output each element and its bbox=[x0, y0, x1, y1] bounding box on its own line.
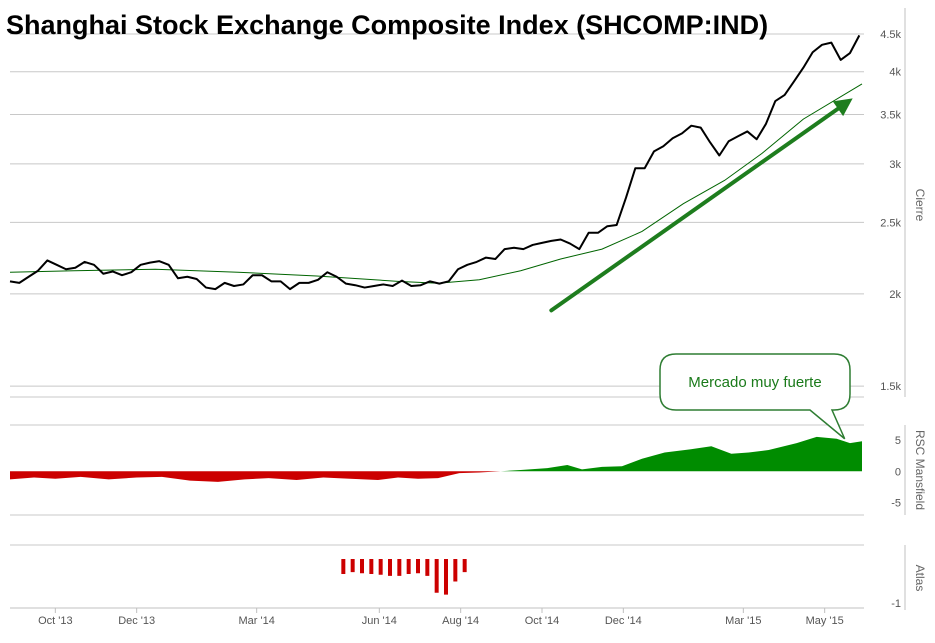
atlas-bar bbox=[453, 559, 458, 582]
x-tick-label: Oct '13 bbox=[38, 615, 73, 627]
atlas-bar bbox=[425, 559, 430, 576]
x-tick-label: Mar '15 bbox=[725, 615, 761, 627]
chart-title: Shanghai Stock Exchange Composite Index … bbox=[6, 10, 769, 40]
callout-text: Mercado muy fuerte bbox=[688, 374, 821, 391]
price-tick-label: 1.5k bbox=[880, 381, 901, 393]
rsc-ylabel: RSC Mansfield bbox=[913, 430, 927, 510]
rsc-positive-area bbox=[10, 436, 862, 472]
atlas-bar bbox=[378, 559, 383, 575]
x-tick-label: Mar '14 bbox=[238, 615, 274, 627]
atlas-bar bbox=[369, 559, 374, 574]
atlas-ylabel: Atlas bbox=[913, 565, 927, 592]
price-tick-label: 2k bbox=[889, 289, 901, 301]
atlas-bar bbox=[444, 559, 448, 595]
atlas-bar bbox=[350, 559, 355, 573]
price-tick-label: 3.5k bbox=[880, 110, 901, 122]
atlas-tick-label: -1 bbox=[891, 598, 901, 610]
x-tick-label: May '15 bbox=[806, 615, 844, 627]
x-tick-label: Dec '14 bbox=[605, 615, 642, 627]
price-tick-label: 4.5k bbox=[880, 29, 901, 41]
x-tick-label: Aug '14 bbox=[442, 615, 479, 627]
trend-arrow-shaft bbox=[549, 106, 840, 313]
atlas-bar bbox=[388, 559, 392, 576]
atlas-bar bbox=[462, 559, 467, 573]
atlas-bar bbox=[341, 559, 346, 574]
x-tick-label: Oct '14 bbox=[525, 615, 560, 627]
atlas-bar bbox=[416, 559, 420, 574]
moving-average-line bbox=[9, 83, 863, 284]
rsc-tick-label: 5 bbox=[895, 435, 901, 447]
close-price-line bbox=[9, 34, 861, 291]
x-tick-label: Dec '13 bbox=[118, 615, 155, 627]
rsc-negative-area bbox=[10, 471, 862, 482]
price-tick-label: 4k bbox=[889, 67, 901, 79]
x-tick-label: Jun '14 bbox=[362, 615, 397, 627]
rsc-tick-label: -5 bbox=[891, 498, 901, 510]
rsc-tick-label: 0 bbox=[895, 466, 901, 478]
price-ylabel: Cierre bbox=[913, 189, 927, 222]
price-tick-label: 3k bbox=[889, 159, 901, 171]
atlas-bar bbox=[434, 559, 439, 593]
price-tick-label: 2.5k bbox=[880, 217, 901, 229]
callout-bubble bbox=[659, 353, 851, 440]
trend-arrow-head bbox=[832, 98, 853, 117]
atlas-bar bbox=[397, 559, 402, 576]
atlas-bar bbox=[360, 559, 364, 574]
atlas-bar bbox=[406, 559, 411, 574]
